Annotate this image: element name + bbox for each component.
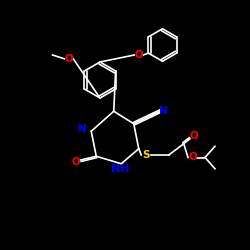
Text: N: N: [160, 106, 168, 116]
Text: NH: NH: [111, 164, 129, 174]
Text: O: O: [72, 157, 80, 167]
Text: S: S: [142, 150, 150, 160]
Text: O: O: [64, 54, 73, 64]
Text: O: O: [190, 131, 198, 141]
Text: N: N: [78, 124, 87, 134]
Text: O: O: [134, 50, 143, 60]
Text: O: O: [188, 152, 197, 162]
